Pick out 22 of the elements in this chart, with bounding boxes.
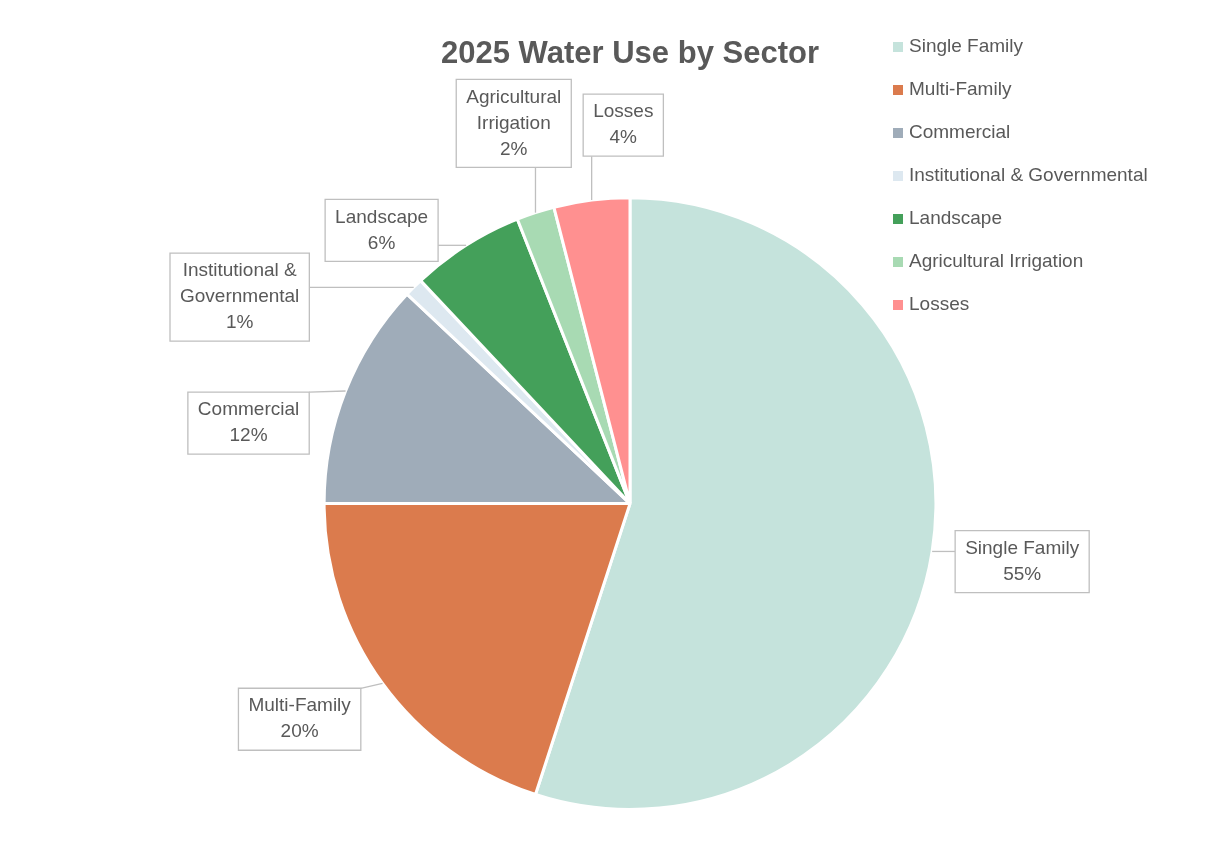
legend-label: Institutional & Governmental [909,164,1148,186]
legend-label: Landscape [909,207,1002,229]
data-label: 12% [229,424,268,446]
legend-label: Losses [909,293,970,315]
data-label: 55% [1003,562,1042,584]
legend-label: Multi-Family [909,78,1012,100]
data-label: 1% [225,311,254,333]
legend-label: Agricultural Irrigation [909,250,1084,272]
legend-label: Single Family [909,35,1024,57]
data-label: 4% [609,126,638,148]
slice-label: Landscape [335,205,429,227]
slice-label: Losses [593,100,654,122]
slice-label: Commercial [197,398,300,420]
slice-label: Institutional & Governmental [180,259,300,307]
slice-label: Agricultural Irrigation [466,85,562,133]
data-label: 6% [367,231,396,253]
data-label: 2% [500,137,528,159]
chart-title: 2025 Water Use by Sector [441,35,819,71]
slice-label: Single Family [965,536,1080,558]
legend-label: Commercial [909,121,1011,143]
data-label: 20% [280,720,319,742]
slice-label: Multi-Family [248,694,352,716]
